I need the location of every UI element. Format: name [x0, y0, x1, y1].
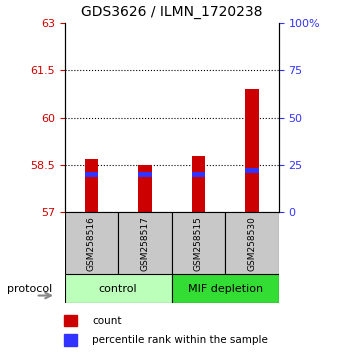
Bar: [64, 315, 77, 326]
Bar: [64, 334, 77, 346]
Bar: [245, 169, 259, 173]
Text: control: control: [99, 284, 137, 293]
Text: protocol: protocol: [7, 284, 52, 293]
Text: MIF depletion: MIF depletion: [188, 284, 263, 293]
Bar: [65, 212, 118, 274]
Bar: [245, 89, 259, 212]
Bar: [172, 212, 225, 274]
Text: GSM258517: GSM258517: [140, 216, 149, 271]
Bar: [138, 172, 152, 177]
Bar: [192, 172, 205, 177]
Bar: [192, 156, 205, 212]
Bar: [85, 172, 98, 177]
Bar: [85, 159, 98, 212]
Text: count: count: [92, 316, 121, 326]
Text: GSM258515: GSM258515: [194, 216, 203, 271]
Title: GDS3626 / ILMN_1720238: GDS3626 / ILMN_1720238: [81, 5, 262, 19]
Bar: [225, 212, 279, 274]
Text: GSM258516: GSM258516: [87, 216, 96, 271]
Bar: [118, 212, 172, 274]
Bar: [65, 274, 172, 303]
Text: percentile rank within the sample: percentile rank within the sample: [92, 335, 268, 345]
Text: GSM258530: GSM258530: [248, 216, 256, 271]
Bar: [138, 165, 152, 212]
Bar: [172, 274, 279, 303]
